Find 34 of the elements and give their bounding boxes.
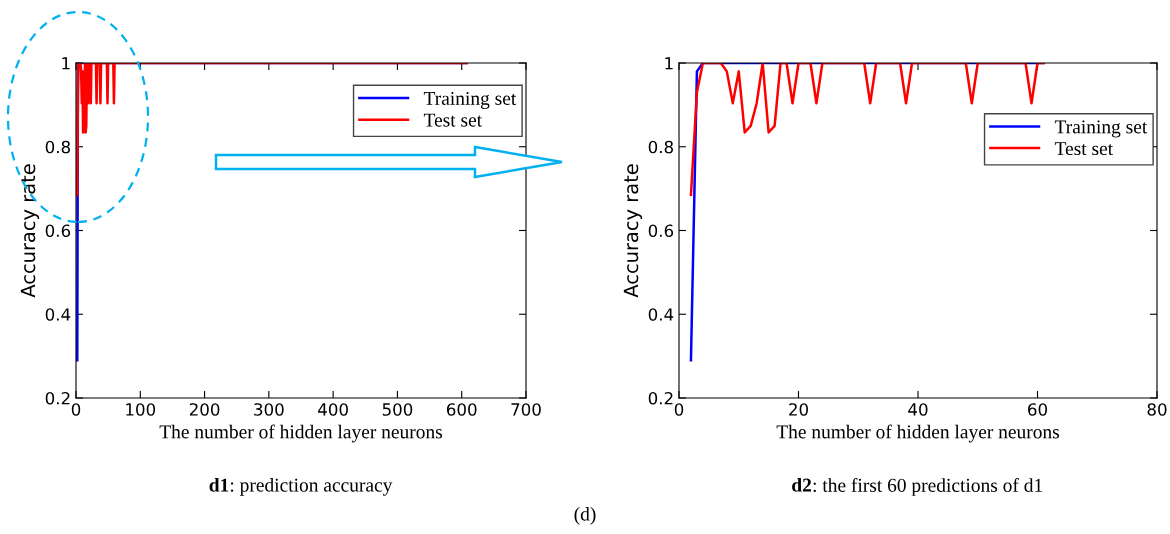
x-tick-label: 500 xyxy=(382,403,413,416)
legend-label: Training set xyxy=(1054,120,1148,138)
text: d1: prediction accuracy xyxy=(209,478,393,496)
x-tick-label: 80 xyxy=(1147,403,1167,416)
y-tick-label: 0.8 xyxy=(648,140,673,154)
text: (d) xyxy=(574,507,596,525)
x-tick-label: 600 xyxy=(446,403,477,416)
y-tick-label: 0.2 xyxy=(45,391,70,405)
legend-label: Training set xyxy=(423,91,517,109)
y-tick-label: 0.4 xyxy=(648,308,674,321)
y-tick-label: 0.2 xyxy=(648,391,673,405)
x-axis-title: The number of hidden layer neurons xyxy=(159,424,443,443)
x-tick-label: 0 xyxy=(71,403,81,416)
y-tick-label: 0.8 xyxy=(45,140,70,154)
y-axis-title: Accuracy rate xyxy=(623,164,643,298)
x-tick-label: 0 xyxy=(674,403,684,416)
legend-label: Test set xyxy=(1054,142,1114,156)
x-tick-label: 700 xyxy=(511,403,541,416)
x-tick-label: 40 xyxy=(908,403,928,416)
x-tick-label: 400 xyxy=(318,403,348,416)
x-axis-title: The number of hidden layer neurons xyxy=(776,424,1060,443)
legend-label: Test set xyxy=(423,113,483,127)
x-tick-label: 300 xyxy=(254,403,284,416)
y-tick-label: 0.6 xyxy=(45,224,71,238)
x-tick-label: 200 xyxy=(189,403,220,416)
y-axis-title: Accuracy rate xyxy=(20,164,40,298)
text: d2: the first 60 predictions of d1 xyxy=(792,478,1043,496)
y-tick-label: 1 xyxy=(62,57,70,70)
y-tick-label: 0.6 xyxy=(648,224,674,238)
y-tick-label: 0.4 xyxy=(45,308,71,321)
x-tick-label: 60 xyxy=(1028,403,1047,416)
y-tick-label: 1 xyxy=(665,57,673,70)
x-tick-label: 20 xyxy=(789,403,808,416)
x-tick-label: 100 xyxy=(126,403,156,416)
